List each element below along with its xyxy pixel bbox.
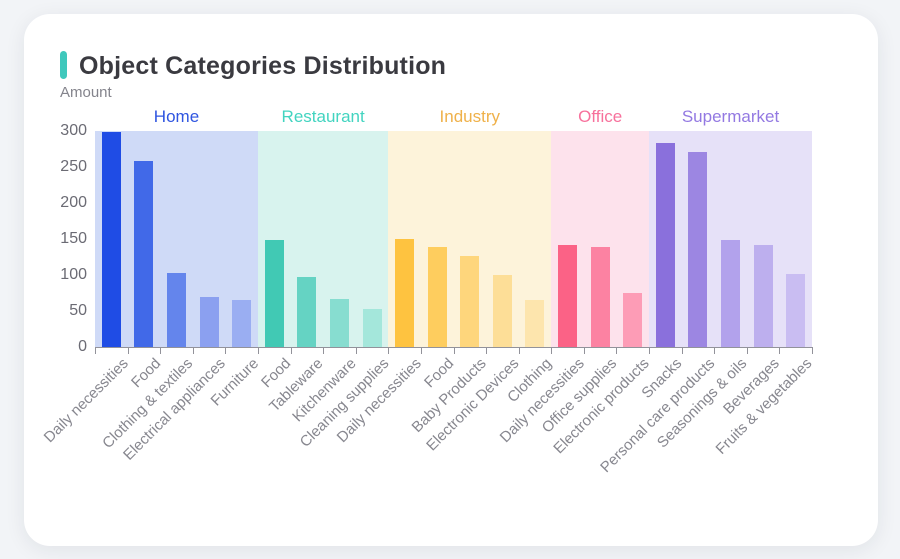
- bar[interactable]: [558, 244, 578, 347]
- x-axis-tick: [583, 348, 585, 354]
- x-axis-tick: [779, 348, 781, 354]
- y-tick-label: 150: [60, 230, 87, 247]
- group-label-home: Home: [153, 107, 200, 126]
- x-axis-tick: [746, 348, 748, 354]
- bar[interactable]: [166, 272, 186, 347]
- y-tick-label: 0: [78, 338, 87, 355]
- bar[interactable]: [264, 240, 284, 347]
- y-axis-name: Amount: [60, 84, 112, 101]
- x-axis-tick: [95, 348, 96, 354]
- x-axis-tick: [420, 348, 422, 354]
- bar[interactable]: [623, 293, 643, 347]
- x-axis-line: [95, 347, 813, 348]
- bar[interactable]: [232, 300, 252, 347]
- x-axis-tick: [160, 348, 162, 354]
- x-axis-tick: [127, 348, 129, 354]
- x-axis-tick: [192, 348, 194, 354]
- bar[interactable]: [590, 246, 610, 347]
- y-tick-label: 100: [60, 266, 87, 283]
- x-axis-tick: [257, 348, 259, 354]
- bar[interactable]: [655, 142, 675, 347]
- bar[interactable]: [362, 308, 382, 347]
- bar[interactable]: [721, 239, 741, 347]
- bar[interactable]: [199, 296, 219, 347]
- x-axis-tick: [290, 348, 292, 354]
- bar-chart: Home Restaurant Industry Office Supermarket 0…: [24, 14, 878, 546]
- x-axis-tick: [681, 348, 683, 354]
- x-axis-tick: [225, 348, 227, 354]
- x-axis-tick: [616, 348, 618, 354]
- bar[interactable]: [492, 275, 512, 347]
- bar[interactable]: [460, 256, 480, 347]
- x-axis-tick: [453, 348, 455, 354]
- group-label-industry: Industry: [439, 107, 501, 126]
- bar[interactable]: [427, 246, 447, 347]
- bar[interactable]: [329, 299, 349, 347]
- bar[interactable]: [525, 300, 545, 347]
- group-label-supermarket: Supermarket: [681, 107, 780, 126]
- x-axis-tick: [518, 348, 520, 354]
- bar[interactable]: [134, 161, 154, 347]
- x-axis-tick: [323, 348, 325, 354]
- y-tick-label: 50: [69, 302, 87, 319]
- page-title: Object Categories Distribution: [79, 52, 447, 80]
- x-axis-tick: [812, 348, 813, 354]
- chart-card: Object Categories Distribution Amount Ho…: [24, 14, 878, 546]
- bar[interactable]: [786, 273, 806, 347]
- x-axis-tick: [355, 348, 357, 354]
- x-axis-tick: [551, 348, 553, 354]
- x-axis-tick: [388, 348, 390, 354]
- group-label-restaurant: Restaurant: [281, 107, 365, 126]
- group-label-office: Office: [578, 107, 623, 126]
- x-axis-tick: [714, 348, 716, 354]
- bar[interactable]: [753, 245, 773, 347]
- bar[interactable]: [688, 151, 708, 347]
- bar[interactable]: [101, 132, 121, 347]
- title-accent-bar: [60, 51, 67, 79]
- x-axis-tick: [649, 348, 651, 354]
- y-tick-label: 300: [60, 122, 87, 139]
- x-axis-tick: [486, 348, 488, 354]
- bar[interactable]: [395, 239, 415, 347]
- y-tick-label: 250: [60, 158, 87, 175]
- bar[interactable]: [297, 277, 317, 347]
- y-tick-label: 200: [60, 194, 87, 211]
